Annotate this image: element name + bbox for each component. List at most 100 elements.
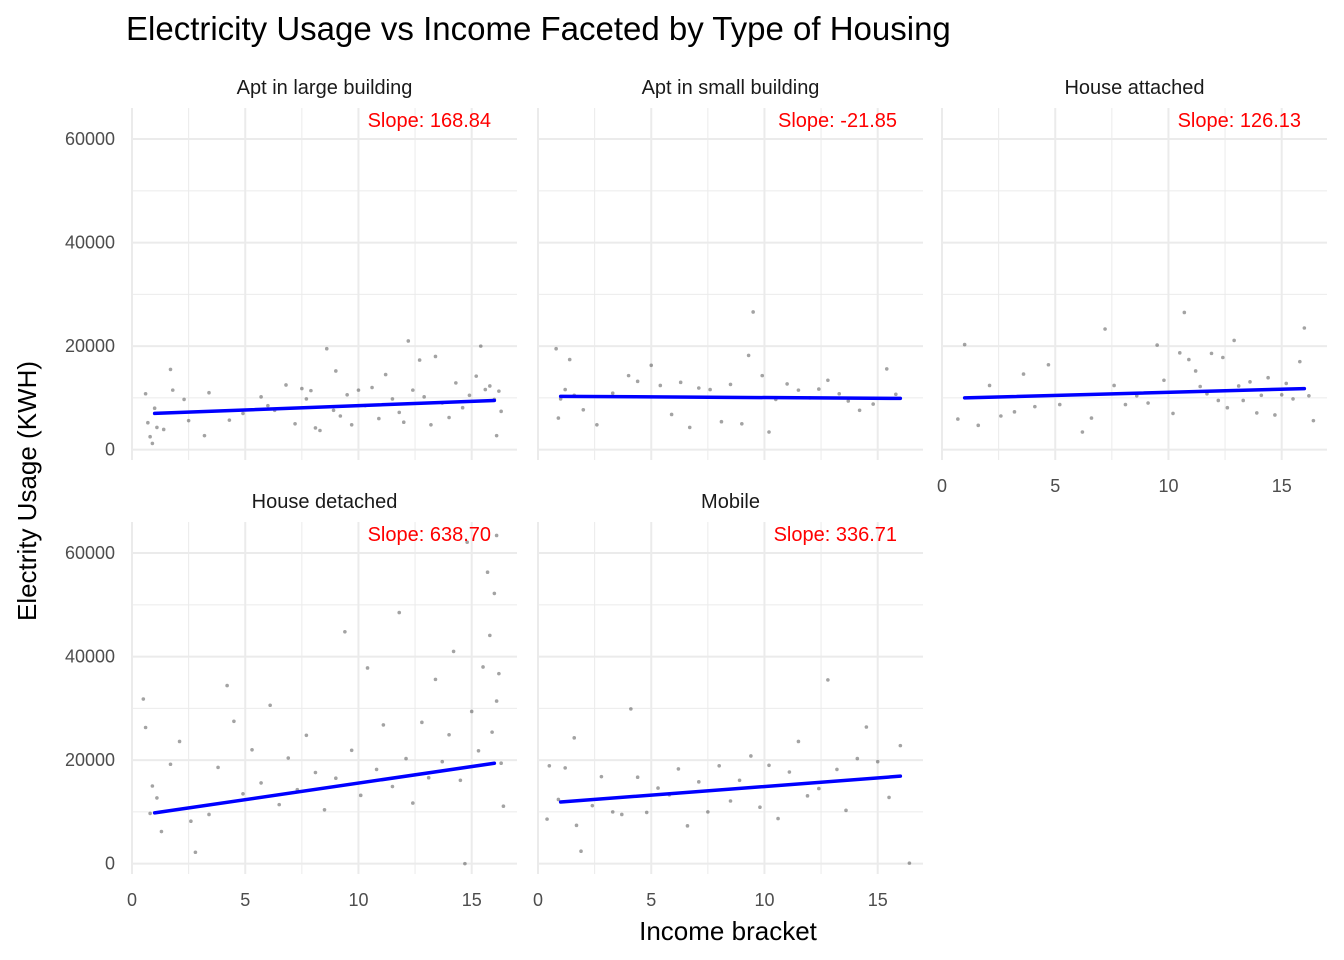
data-point	[1177, 351, 1182, 355]
x-tick-label: 10	[1158, 476, 1178, 496]
data-point	[556, 797, 561, 802]
facet-panels: Apt in large building Slope: 168.84 0 20000…	[65, 77, 1327, 910]
data-point	[309, 388, 313, 393]
data-point	[737, 778, 742, 783]
data-point	[338, 414, 343, 418]
data-point	[884, 367, 889, 371]
data-point	[377, 416, 381, 421]
data-point	[826, 378, 830, 383]
y-tick-label: 40000	[65, 233, 115, 253]
data-point	[374, 767, 379, 772]
x-tick-label: 0	[533, 890, 543, 910]
data-point	[1057, 402, 1062, 407]
data-point	[1273, 413, 1277, 417]
data-point	[497, 671, 501, 676]
y-tick-label: 20000	[65, 336, 115, 356]
data-point	[987, 383, 992, 388]
data-point	[563, 766, 567, 770]
data-point	[318, 428, 322, 433]
data-point	[227, 418, 232, 422]
data-point	[284, 383, 288, 387]
data-point	[635, 379, 640, 384]
data-point	[202, 433, 207, 438]
data-point	[676, 767, 681, 771]
data-point	[478, 344, 483, 348]
x-tick-label: 5	[240, 890, 250, 910]
fit-line	[962, 386, 1307, 400]
data-point	[1236, 384, 1241, 388]
data-point	[143, 725, 148, 730]
data-point	[370, 385, 374, 390]
data-point	[494, 433, 499, 438]
data-point	[186, 418, 191, 423]
data-point	[626, 373, 631, 378]
slope-annotation: Slope: 126.13	[1178, 110, 1301, 132]
data-point	[567, 357, 572, 362]
data-point	[499, 761, 503, 766]
fit-line	[558, 774, 903, 804]
data-point	[796, 388, 801, 392]
data-point	[159, 829, 164, 834]
data-point	[411, 388, 415, 392]
data-point	[365, 666, 370, 670]
data-point	[1221, 355, 1225, 360]
facet-house-attached: House attached Slope: 126.13 0 5 10 15	[937, 77, 1327, 496]
data-point	[574, 823, 579, 828]
data-point	[485, 570, 490, 575]
data-point	[1198, 384, 1202, 389]
data-point	[599, 774, 604, 779]
data-point	[286, 756, 291, 760]
data-point	[1155, 343, 1159, 347]
data-point	[669, 412, 674, 417]
data-point	[758, 805, 762, 810]
fit-line	[558, 394, 903, 401]
data-point	[417, 358, 422, 362]
data-point	[696, 386, 701, 390]
data-point	[595, 423, 599, 427]
data-point	[460, 405, 465, 410]
data-point	[349, 748, 354, 753]
data-point	[796, 739, 801, 744]
data-point	[1216, 398, 1221, 403]
data-point	[225, 683, 229, 688]
data-point	[837, 391, 842, 396]
data-point	[760, 373, 765, 378]
data-point	[324, 346, 329, 351]
data-point	[216, 765, 220, 770]
data-point	[1241, 398, 1246, 403]
data-point	[451, 649, 456, 654]
data-point	[1187, 357, 1191, 362]
data-point	[785, 382, 789, 386]
data-point	[1171, 411, 1175, 416]
data-point	[345, 392, 349, 397]
data-point	[259, 781, 263, 785]
data-point	[1103, 327, 1107, 331]
data-point	[1232, 338, 1236, 343]
data-point	[1302, 326, 1307, 330]
data-point	[1307, 394, 1311, 398]
data-point	[619, 812, 624, 817]
facet-strip-label: Apt in small building	[642, 77, 820, 99]
data-point	[1193, 369, 1198, 373]
facet-apt-in-large-building: Apt in large building Slope: 168.84 0 20000…	[65, 77, 517, 460]
data-point	[304, 397, 309, 401]
data-point	[740, 421, 744, 426]
data-point	[857, 408, 862, 413]
data-point	[728, 799, 733, 803]
data-point	[787, 770, 792, 774]
data-point	[207, 390, 211, 395]
data-point	[148, 434, 152, 439]
y-axis-title: Electrity Usage (KWH)	[12, 361, 42, 621]
y-tick-label: 60000	[65, 543, 115, 563]
data-point	[476, 749, 481, 753]
data-point	[875, 759, 880, 764]
data-point	[401, 420, 406, 425]
data-point	[390, 784, 395, 789]
data-point	[658, 383, 663, 388]
data-point	[1112, 383, 1116, 388]
data-point	[826, 678, 830, 682]
data-point	[141, 697, 146, 701]
data-point	[644, 810, 649, 815]
data-point	[463, 861, 467, 866]
data-point	[1279, 392, 1284, 397]
